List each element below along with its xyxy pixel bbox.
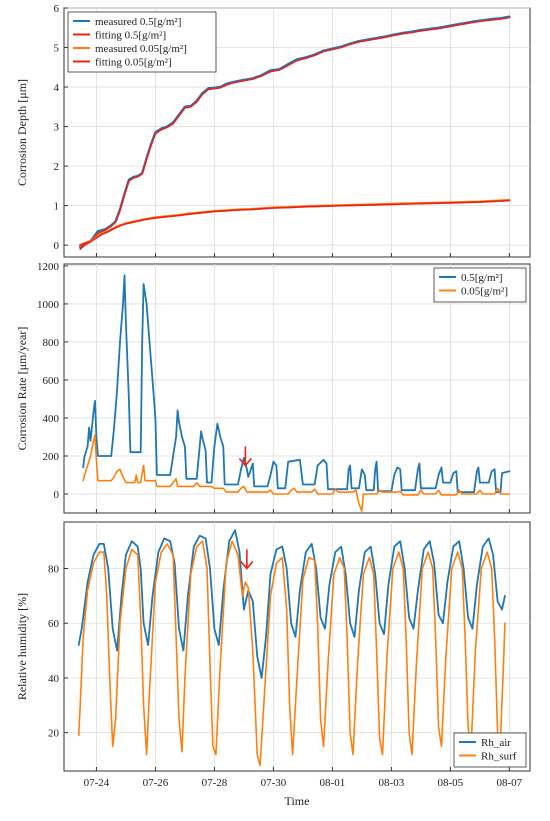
y-tick-label: 4	[54, 82, 60, 94]
series-line-2	[82, 434, 511, 512]
annotation-arrow	[238, 446, 252, 467]
legend-box	[433, 267, 527, 303]
legend-box	[67, 11, 217, 73]
series-line-2	[79, 16, 511, 250]
legend: 0.5[g/m²] 0.05[g/m²]	[433, 267, 527, 303]
y-tick-label: 0	[54, 240, 60, 252]
legend: Rh_air Rh_surf	[453, 732, 527, 768]
legend-entry: Rh_surf	[481, 751, 517, 763]
panel-2: 0 200 400 600 800 1000 1200 Corrosion Rate [μm/…	[15, 261, 531, 514]
legend-entry: Rh_air	[481, 737, 511, 749]
y-tick-label: 6	[54, 3, 60, 15]
series-line-1	[82, 274, 511, 494]
y-tick-label: 20	[48, 728, 60, 740]
panel-1: 0 1 2 3 4 5 6 Corrosion Depth [μm] measured 0.5[…	[15, 3, 531, 258]
legend-entry: measured 0.05[g/m²]	[95, 43, 187, 55]
series-line-4	[79, 199, 511, 246]
x-tick-label: 07-30	[261, 777, 287, 789]
legend-box	[453, 732, 527, 768]
x-tick-label: 07-28	[202, 777, 228, 789]
y-tick-label: 3	[54, 122, 60, 134]
series-group	[77, 529, 506, 767]
series-line-2	[77, 540, 506, 767]
x-tick-label: 08-01	[320, 777, 346, 789]
y-axis-label: Corrosion Rate [μm/year]	[15, 327, 29, 451]
panel-3: 20 40 60 80 Relative humidity [%] Rh_air Rh_su…	[15, 521, 531, 772]
y-tick-label: 60	[48, 618, 60, 630]
y-tick-label: 80	[48, 564, 60, 576]
legend-entry: 0.05[g/m²]	[461, 286, 508, 298]
y-tick-label: 600	[43, 375, 60, 387]
x-tick-label: 08-05	[438, 777, 464, 789]
series-group	[78, 15, 511, 250]
x-tick-label: 07-26	[143, 777, 169, 789]
y-tick-label: 200	[43, 451, 60, 463]
y-tick-label: 1	[54, 201, 60, 213]
legend-entry: fitting 0.05[g/m²]	[95, 57, 172, 69]
series-line-1	[77, 529, 506, 679]
y-tick-label: 800	[43, 337, 60, 349]
legend: measured 0.5[g/m²] fitting 0.5[g/m²]measu…	[67, 11, 217, 73]
x-tick-label: 08-07	[497, 777, 523, 789]
x-axis-label: Time	[285, 794, 310, 808]
y-axis-label: Relative humidity [%]	[15, 593, 29, 700]
y-axis-label: Corrosion Depth [μm]	[15, 79, 29, 186]
series-group	[82, 274, 511, 512]
y-tick-label: 2	[54, 161, 60, 173]
legend-entry: measured 0.5[g/m²]	[95, 16, 181, 28]
annotation-arrow	[240, 549, 254, 570]
y-tick-label: 40	[48, 673, 60, 685]
y-tick-label: 1000	[37, 299, 60, 311]
legend-entry: 0.5[g/m²]	[461, 272, 503, 284]
x-tick-label: 07-24	[84, 777, 110, 789]
y-tick-label: 1200	[37, 261, 60, 273]
y-tick-label: 400	[43, 413, 60, 425]
y-tick-label: 0	[54, 489, 60, 501]
y-tick-label: 5	[54, 43, 60, 55]
legend-entry: fitting 0.5[g/m²]	[95, 30, 166, 42]
x-tick-label: 08-03	[379, 777, 405, 789]
